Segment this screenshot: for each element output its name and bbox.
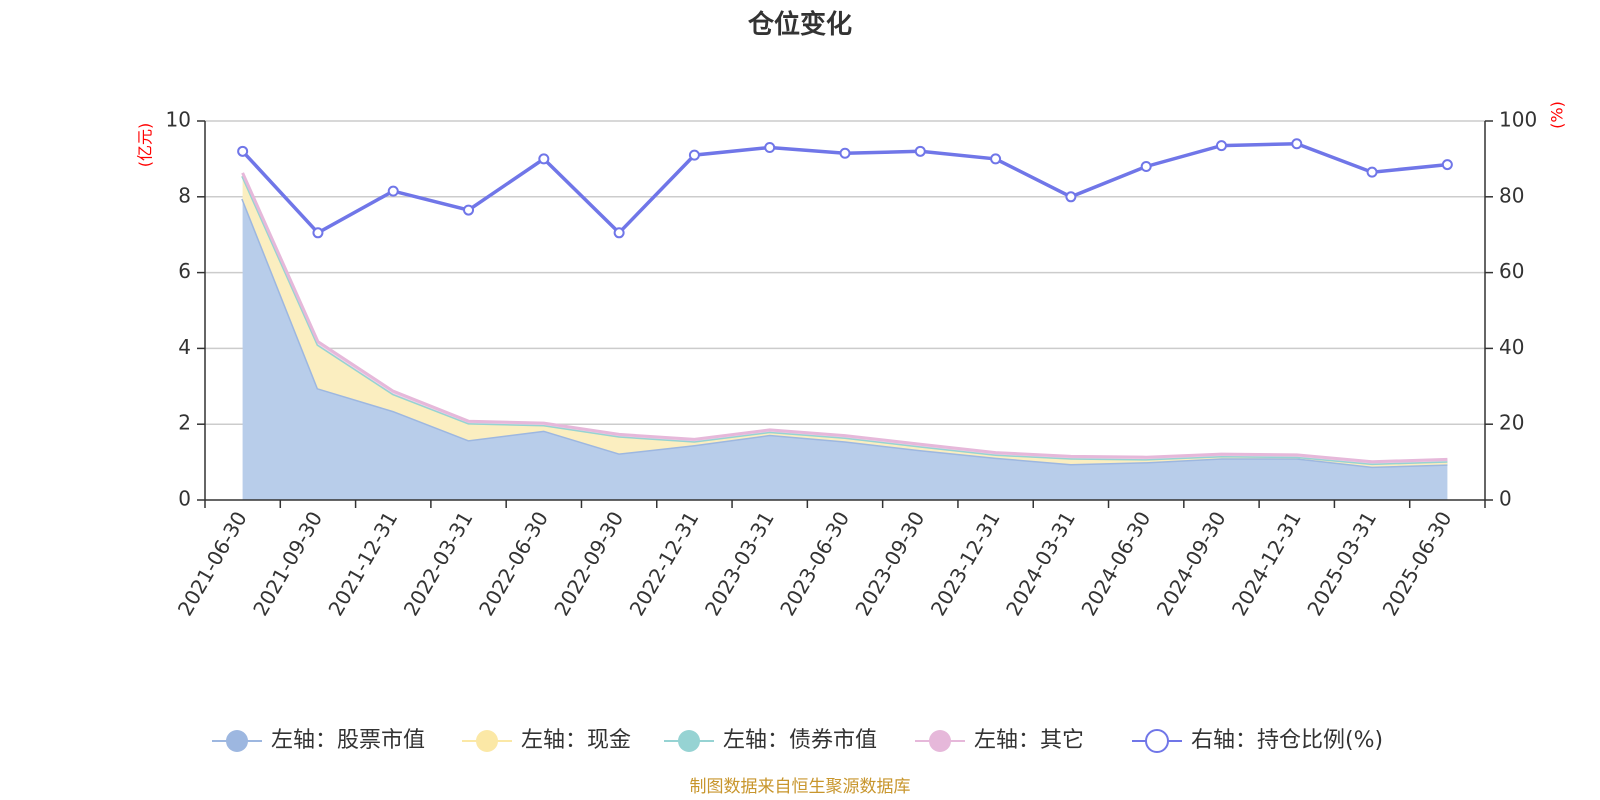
ratio-line-group	[237, 138, 1453, 239]
left-axis-tick-label: 10	[166, 108, 191, 132]
legend-label: 左轴：现金	[521, 728, 631, 753]
ratio-point	[463, 204, 475, 216]
source-note: 制图数据来自恒生聚源数据库	[690, 777, 911, 797]
legend-item[interactable]: 右轴：持仓比例(%)	[1132, 728, 1383, 753]
area-series-group	[241, 172, 1448, 500]
x-axis-label: 2022-12-31	[625, 507, 704, 620]
x-axis-label: 2022-03-31	[399, 507, 478, 620]
axes-group: 02468100204060801002021-06-302021-09-302…	[166, 108, 1538, 620]
ratio-point	[538, 153, 550, 165]
x-axis-label: 2021-12-31	[323, 507, 402, 620]
right-axis-tick-label: 60	[1499, 259, 1524, 283]
area-左轴：股票市值	[242, 198, 1448, 500]
x-axis-label: 2024-12-31	[1227, 507, 1306, 620]
ratio-point	[613, 227, 625, 239]
legend-item[interactable]: 左轴：债券市值	[664, 728, 877, 753]
x-axis-label: 2024-03-31	[1001, 507, 1080, 620]
ratio-point	[839, 147, 851, 159]
x-axis-label: 2025-03-31	[1302, 507, 1381, 620]
ratio-point	[1366, 166, 1378, 178]
ratio-point	[764, 142, 776, 154]
ratio-point	[312, 227, 324, 239]
left-axis-tick-label: 6	[178, 259, 191, 283]
x-axis-label: 2025-06-30	[1378, 507, 1457, 620]
ratio-point	[1291, 138, 1303, 150]
ratio-point	[1215, 140, 1227, 152]
legend-label: 左轴：其它	[974, 728, 1084, 753]
left-axis-unit: (亿元)	[136, 123, 155, 168]
x-axis-label: 2022-06-30	[474, 507, 553, 620]
x-axis-label: 2023-03-31	[700, 507, 779, 620]
legend-marker-hollow-circle-icon	[1145, 729, 1169, 753]
right-axis-tick-label: 40	[1499, 335, 1524, 359]
x-axis-label: 2021-06-30	[173, 507, 252, 620]
legend-item[interactable]: 左轴：现金	[462, 728, 631, 753]
ratio-point	[1065, 191, 1077, 203]
chart-title: 仓位变化	[747, 9, 852, 40]
legend-item[interactable]: 左轴：股票市值	[212, 728, 425, 753]
area-line-左轴：其它	[241, 172, 1448, 464]
x-axis-label: 2024-09-30	[1152, 507, 1231, 620]
ratio-point	[914, 145, 926, 157]
ratio-point	[990, 153, 1002, 165]
grid-lines	[205, 120, 1485, 425]
x-axis-label: 2023-12-31	[926, 507, 1005, 620]
x-axis-label: 2023-09-30	[850, 507, 929, 620]
x-axis-label: 2021-09-30	[248, 507, 327, 620]
left-axis-tick-label: 2	[178, 411, 191, 435]
left-axis-tick-label: 4	[178, 335, 191, 359]
legend-marker-circle-icon	[476, 730, 498, 752]
right-axis-unit: (%)	[1548, 101, 1567, 129]
ratio-point	[1140, 160, 1152, 172]
legend-label: 左轴：债券市值	[723, 728, 877, 753]
x-axis-label: 2024-06-30	[1076, 507, 1155, 620]
legend-item[interactable]: 左轴：其它	[915, 728, 1084, 753]
legend-marker-circle-icon	[226, 730, 248, 752]
ratio-point	[237, 145, 249, 157]
left-axis-tick-label: 0	[178, 487, 191, 511]
x-axis-label: 2023-06-30	[775, 507, 854, 620]
ratio-point	[387, 185, 399, 197]
left-axis-tick-label: 8	[178, 183, 191, 207]
legend-marker-circle-icon	[678, 730, 700, 752]
right-axis-tick-label: 0	[1499, 487, 1512, 511]
x-axis-label: 2022-09-30	[549, 507, 628, 620]
right-axis-tick-label: 100	[1499, 108, 1537, 132]
ratio-point	[1441, 159, 1453, 171]
right-axis-tick-label: 20	[1499, 411, 1524, 435]
ratio-point	[688, 149, 700, 161]
legend-label: 右轴：持仓比例(%)	[1191, 728, 1383, 753]
right-axis-tick-label: 80	[1499, 183, 1524, 207]
legend-label: 左轴：股票市值	[271, 728, 425, 753]
legend-marker-circle-icon	[929, 730, 951, 752]
legend[interactable]: 左轴：股票市值 左轴：现金 左轴：债券市值 左轴：其它 右轴：持仓比例(%)	[212, 728, 1383, 753]
